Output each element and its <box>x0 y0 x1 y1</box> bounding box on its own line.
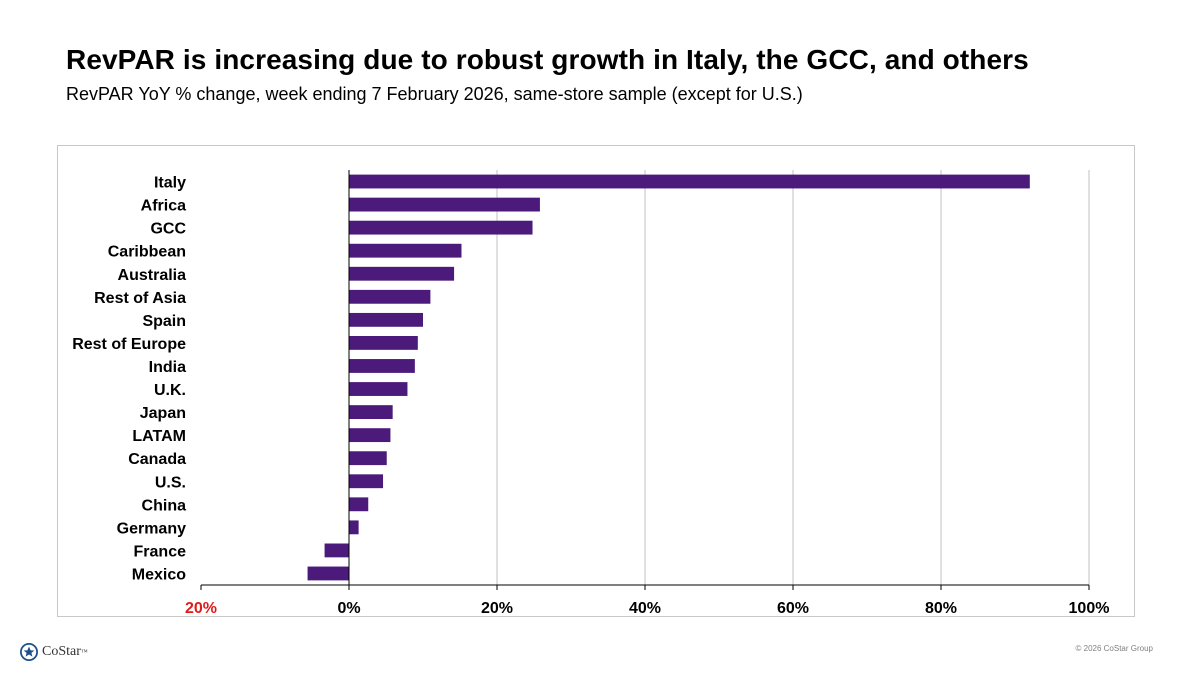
category-label: Canada <box>128 451 186 468</box>
category-label: Germany <box>117 520 186 537</box>
bar-canada <box>349 451 387 466</box>
chart-title: RevPAR is increasing due to robust growt… <box>66 44 1029 75</box>
bar-u-k <box>349 382 408 396</box>
tick-label: 60% <box>777 600 809 617</box>
gridlines <box>496 170 1090 585</box>
brand-name: CoStar <box>42 644 81 659</box>
bar-germany <box>349 520 359 535</box>
trademark: ™ <box>80 648 88 656</box>
category-label: Italy <box>154 175 186 192</box>
axes <box>200 170 1090 590</box>
category-label: Japan <box>140 405 186 422</box>
category-label: India <box>149 359 186 376</box>
category-label: Rest of Europe <box>72 336 186 353</box>
category-label: Spain <box>142 313 186 330</box>
category-label: U.K. <box>154 382 186 399</box>
bar-spain <box>349 312 423 327</box>
bar-africa <box>349 197 540 212</box>
category-label: Rest of Asia <box>94 290 186 307</box>
chart-frame <box>57 145 1135 617</box>
category-labels: Italy Africa GCC Caribbean Australia Rest of … <box>72 175 186 584</box>
tick-label: 20% <box>481 600 513 617</box>
bar-gcc <box>349 220 533 235</box>
chart-subtitle: RevPAR YoY % change, week ending 7 Febru… <box>66 84 803 104</box>
tick-label: 100% <box>1069 600 1110 617</box>
category-label: Australia <box>118 267 187 284</box>
bar-rest-of-europe <box>349 336 418 350</box>
bar-japan <box>349 405 393 419</box>
bar-italy <box>349 174 1030 189</box>
bar-u-s <box>349 474 384 489</box>
bar-caribbean <box>349 243 462 258</box>
copyright: © 2026 CoStar Group <box>1075 644 1154 653</box>
category-label: Mexico <box>132 566 186 583</box>
costar-logo: CoStar ™ <box>20 643 88 661</box>
tick-label: 20% <box>185 600 217 617</box>
bar-australia <box>349 266 455 281</box>
tick-label: 80% <box>925 600 957 617</box>
bar-india <box>349 359 415 373</box>
tick-label: 40% <box>629 600 661 617</box>
tick-label: 0% <box>337 600 360 617</box>
tick-labels: 20% 0% 20% 40% 60% 80% 100% <box>185 600 1109 617</box>
category-label: U.S. <box>155 474 186 491</box>
category-label: GCC <box>150 221 186 238</box>
category-label: France <box>134 543 187 560</box>
category-label: China <box>142 497 187 514</box>
bar-france <box>324 543 349 558</box>
category-label: Africa <box>141 198 186 215</box>
bar-mexico <box>307 566 349 581</box>
category-label: Caribbean <box>108 244 186 261</box>
category-label: LATAM <box>132 428 186 445</box>
bar-china <box>349 497 369 512</box>
bars <box>307 174 1030 581</box>
costar-star-icon <box>20 643 38 661</box>
bar-latam <box>349 428 391 443</box>
bar-rest-of-asia <box>349 289 431 304</box>
